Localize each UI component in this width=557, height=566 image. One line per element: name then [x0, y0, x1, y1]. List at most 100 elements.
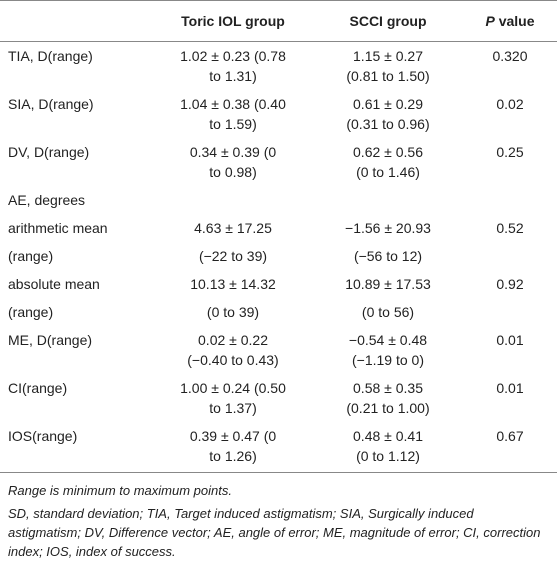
- cell-line: 0.61 ± 0.29: [353, 96, 423, 112]
- cell-line: (−1.19 to 0): [352, 352, 424, 368]
- header-cell: [0, 0, 153, 42]
- table-body: TIA, D(range) 1.02 ± 0.23 (0.78 to 1.31) 1.…: [0, 42, 557, 473]
- cell: 0.52: [463, 214, 557, 242]
- cell-line: 1.15 ± 0.27: [353, 48, 423, 64]
- cell-line: (0 to 56): [361, 304, 415, 320]
- cell-line: 0.48 ± 0.41: [353, 428, 423, 444]
- cell: 10.89 ± 17.53: [313, 270, 463, 298]
- cell: (0 to 56): [313, 298, 463, 326]
- cell-line: 1.04 ± 0.38 (0.40: [180, 96, 286, 112]
- cell: [463, 186, 557, 214]
- row-label: ME, D(range): [8, 332, 93, 348]
- cell-line: (−56 to 12): [353, 248, 423, 264]
- cell-line: −0.54 ± 0.48: [348, 332, 428, 348]
- cell-line: 0.01: [496, 332, 524, 348]
- cell: 0.02 ± 0.22 (−0.40 to 0.43): [153, 326, 313, 374]
- cell-line: to 0.98): [209, 164, 257, 180]
- row-label: TIA, D(range): [8, 48, 93, 64]
- row-label: absolute mean: [8, 276, 100, 292]
- table-row: DV, D(range) 0.34 ± 0.39 (0 to 0.98) 0.62 ±…: [0, 138, 557, 186]
- cell: 0.01: [463, 374, 557, 422]
- footnotes: Range is minimum to maximum points. SD, s…: [0, 473, 557, 561]
- cell-line: 0.92: [496, 276, 524, 292]
- row-label: arithmetic mean: [8, 220, 108, 236]
- row-label: DV, D(range): [8, 144, 90, 160]
- cell: 0.25: [463, 138, 557, 186]
- cell: 1.04 ± 0.38 (0.40 to 1.59): [153, 90, 313, 138]
- cell: 4.63 ± 17.25: [153, 214, 313, 242]
- cell: 10.13 ± 14.32: [153, 270, 313, 298]
- cell-line: (0 to 1.12): [356, 448, 420, 464]
- cell: [153, 186, 313, 214]
- cell-line: 0.52: [496, 220, 524, 236]
- cell-line: 0.67: [496, 428, 524, 444]
- header-cell: SCCI group: [313, 0, 463, 42]
- cell-line: −1.56 ± 20.93: [345, 220, 431, 236]
- header-italic: P: [485, 13, 495, 29]
- cell-line: (0 to 1.46): [356, 164, 420, 180]
- cell: 0.39 ± 0.47 (0 to 1.26): [153, 422, 313, 473]
- cell: [463, 242, 557, 270]
- table-row: (range) (−22 to 39) (−56 to 12): [0, 242, 557, 270]
- cell-line: 0.39 ± 0.47 (0: [189, 428, 277, 444]
- cell-line: 0.62 ± 0.56: [353, 144, 423, 160]
- cell: 0.92: [463, 270, 557, 298]
- cell-line: 0.02 ± 0.22: [198, 332, 268, 348]
- data-table: Toric IOL group SCCI group P value TIA, …: [0, 0, 557, 473]
- cell: −1.56 ± 20.93: [313, 214, 463, 242]
- header-text: value: [498, 13, 535, 29]
- footnote: Range is minimum to maximum points.: [8, 483, 232, 498]
- row-label: AE, degrees: [8, 192, 86, 208]
- cell-line: 0.34 ± 0.39 (0: [189, 144, 277, 160]
- cell: 0.61 ± 0.29 (0.31 to 0.96): [313, 90, 463, 138]
- table-row: arithmetic mean 4.63 ± 17.25 −1.56 ± 20.93…: [0, 214, 557, 242]
- cell: 0.02: [463, 90, 557, 138]
- cell-line: 0.01: [496, 380, 524, 396]
- cell-line: 0.58 ± 0.35: [353, 380, 423, 396]
- cell-line: 0.02: [496, 96, 524, 112]
- row-label: SIA, D(range): [8, 96, 94, 112]
- cell-line: 0.25: [496, 144, 524, 160]
- row-label: (range): [8, 248, 54, 264]
- cell-line: 10.13 ± 14.32: [190, 276, 276, 292]
- cell: 0.48 ± 0.41 (0 to 1.12): [313, 422, 463, 473]
- cell: 0.58 ± 0.35 (0.21 to 1.00): [313, 374, 463, 422]
- row-label: CI(range): [8, 380, 68, 396]
- cell-line: 0.320: [492, 48, 528, 64]
- cell: 0.01: [463, 326, 557, 374]
- cell: 0.320: [463, 42, 557, 91]
- table-row: TIA, D(range) 1.02 ± 0.23 (0.78 to 1.31) 1.…: [0, 42, 557, 91]
- table-row: absolute mean 10.13 ± 14.32 10.89 ± 17.53 0…: [0, 270, 557, 298]
- cell-line: (0 to 39): [206, 304, 260, 320]
- header-cell: Toric IOL group: [153, 0, 313, 42]
- cell: [463, 298, 557, 326]
- cell-line: (−22 to 39): [198, 248, 268, 264]
- table-row: CI(range) 1.00 ± 0.24 (0.50 to 1.37) 0.58 ±…: [0, 374, 557, 422]
- table-row: IOS(range) 0.39 ± 0.47 (0 to 1.26) 0.48 ± 0…: [0, 422, 557, 473]
- footnote: SD, standard deviation; TIA, Target indu…: [8, 506, 541, 559]
- cell: (−22 to 39): [153, 242, 313, 270]
- table-row: ME, D(range) 0.02 ± 0.22 (−0.40 to 0.43) −0…: [0, 326, 557, 374]
- cell-line: (0.81 to 1.50): [346, 68, 430, 84]
- cell: 0.34 ± 0.39 (0 to 0.98): [153, 138, 313, 186]
- cell-line: (0.31 to 0.96): [346, 116, 430, 132]
- cell: 1.00 ± 0.24 (0.50 to 1.37): [153, 374, 313, 422]
- cell: 0.67: [463, 422, 557, 473]
- cell-line: 1.02 ± 0.23 (0.78: [180, 48, 286, 64]
- table-row: AE, degrees: [0, 186, 557, 214]
- cell: −0.54 ± 0.48 (−1.19 to 0): [313, 326, 463, 374]
- row-label: IOS(range): [0, 422, 153, 473]
- cell-line: (−0.40 to 0.43): [187, 352, 279, 368]
- table-row: (range) (0 to 39) (0 to 56): [0, 298, 557, 326]
- header-cell: P value: [463, 0, 557, 42]
- header-row: Toric IOL group SCCI group P value: [0, 0, 557, 42]
- cell-line: to 1.37): [209, 400, 257, 416]
- cell: (0 to 39): [153, 298, 313, 326]
- cell-line: 1.00 ± 0.24 (0.50: [180, 380, 286, 396]
- cell-line: 10.89 ± 17.53: [345, 276, 431, 292]
- cell: [313, 186, 463, 214]
- row-label: (range): [8, 304, 54, 320]
- cell: 1.15 ± 0.27 (0.81 to 1.50): [313, 42, 463, 91]
- table-row: SIA, D(range) 1.04 ± 0.38 (0.40 to 1.59) 0.…: [0, 90, 557, 138]
